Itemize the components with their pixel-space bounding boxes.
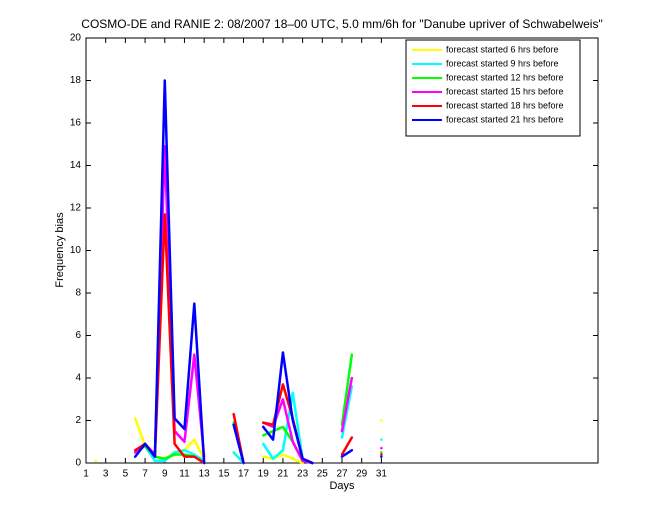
y-tick-label: 10 <box>70 245 82 256</box>
legend-label: forecast started 12 hrs before <box>446 72 564 82</box>
x-tick-label: 9 <box>162 469 168 480</box>
y-tick-label: 16 <box>70 118 82 129</box>
y-tick-label: 2 <box>75 415 81 426</box>
x-tick-label: 1 <box>83 469 89 480</box>
legend-label: forecast started 21 hrs before <box>446 114 564 124</box>
x-tick-label: 5 <box>123 469 129 480</box>
x-tick-label: 31 <box>376 469 388 480</box>
y-tick-label: 20 <box>70 33 82 44</box>
x-tick-label: 21 <box>277 469 289 480</box>
x-tick-label: 19 <box>258 469 270 480</box>
x-tick-label: 27 <box>336 469 348 480</box>
x-tick-label: 17 <box>238 469 250 480</box>
x-tick-label: 7 <box>142 469 148 480</box>
series-line <box>133 79 383 465</box>
x-tick-label: 29 <box>356 469 368 480</box>
y-tick-label: 14 <box>70 160 82 171</box>
x-tick-label: 3 <box>103 469 109 480</box>
y-tick-label: 18 <box>70 75 82 86</box>
y-tick-label: 12 <box>70 203 82 214</box>
x-tick-label: 15 <box>218 469 230 480</box>
legend-label: forecast started 6 hrs before <box>446 44 559 54</box>
series-line <box>133 213 383 465</box>
y-tick-label: 6 <box>75 330 81 341</box>
y-tick-label: 8 <box>75 288 81 299</box>
x-tick-label: 13 <box>199 469 211 480</box>
legend-label: forecast started 9 hrs before <box>446 58 559 68</box>
x-tick-label: 11 <box>179 469 190 480</box>
y-tick-label: 0 <box>75 458 81 469</box>
y-axis-label: Frequency bias <box>54 212 66 288</box>
legend-label: forecast started 18 hrs before <box>446 100 564 110</box>
legend-label: forecast started 15 hrs before <box>446 86 564 96</box>
x-axis-label: Days <box>329 480 355 492</box>
x-tick-label: 25 <box>317 469 329 480</box>
x-tick-label: 23 <box>297 469 309 480</box>
chart-title: COSMO-DE and RANIE 2: 08/2007 18–00 UTC,… <box>81 17 602 31</box>
y-tick-label: 4 <box>75 373 81 384</box>
